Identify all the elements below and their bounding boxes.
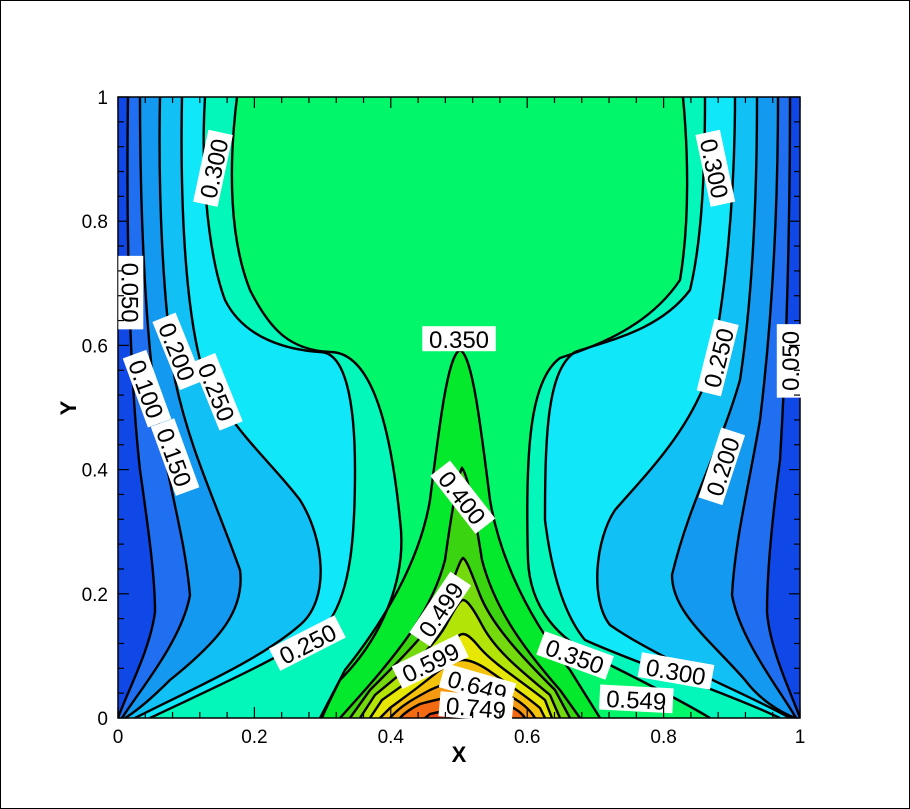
contour-label-bg <box>391 634 469 689</box>
contour-label-bg <box>776 324 802 398</box>
x-tick-label: 0.8 <box>650 727 676 748</box>
y-tick-label: 0.8 <box>82 212 108 233</box>
contour-label-text: 0.749 <box>445 693 507 725</box>
contour-label-text: 0.549 <box>606 686 667 716</box>
contour-label-bg <box>193 129 233 207</box>
contour-label: 0.350 <box>422 326 496 354</box>
contour-label-text: 0.350 <box>429 327 489 354</box>
contour-label-bg <box>422 326 496 352</box>
contour-label-bg <box>430 460 496 534</box>
contour-label: 0.749 <box>438 691 514 725</box>
x-tick-label: 0 <box>113 727 124 748</box>
x-tick-label: 0.4 <box>378 727 405 748</box>
contour-label-text: 0.050 <box>778 331 805 391</box>
x-axis-title: X <box>452 742 467 767</box>
contour-label-bg <box>695 129 736 207</box>
x-tick-label: 1 <box>795 727 806 748</box>
contour-label: 0.050 <box>115 255 144 330</box>
y-tick-label: 0.4 <box>82 461 109 482</box>
contour-label-bg <box>637 652 715 690</box>
contour-line-100-left <box>120 97 192 718</box>
contour-label-bg <box>122 349 172 428</box>
contour-label-bg <box>536 631 614 680</box>
contour-label: 0.549 <box>598 684 674 716</box>
contour-line-050-left <box>118 97 157 718</box>
contour-label-bg <box>152 312 204 391</box>
contour-line-100-right <box>730 97 798 718</box>
contour-label-bg <box>438 691 514 723</box>
contour-label-text: 0.050 <box>115 263 142 323</box>
axis-tick-labels: 0 0.2 0.4 0.6 0.8 1 0 0.2 0.4 0.6 0.8 1 <box>82 88 806 748</box>
contour-label-bg <box>150 418 200 496</box>
y-tick-label: 0 <box>97 709 108 730</box>
contour-line-200-left <box>134 97 322 718</box>
contour-line-150-left <box>124 97 242 718</box>
contour-label-bg <box>698 427 746 506</box>
y-tick-label: 1 <box>97 88 108 109</box>
contour-label-bg <box>118 255 144 330</box>
x-tick-label: 0.6 <box>514 727 540 748</box>
contour-label-bg <box>192 353 243 431</box>
contour-label-bg <box>268 615 346 671</box>
contour-line-050-right <box>765 97 800 718</box>
contour-label: 0.050 <box>776 324 805 398</box>
y-tick-label: 0.2 <box>82 585 108 606</box>
contour-label-bg <box>696 318 739 397</box>
contour-label-bg <box>409 571 472 647</box>
contour-line-150-right <box>670 97 796 718</box>
x-tick-label: 0.2 <box>241 727 267 748</box>
y-axis-title: Y <box>56 400 81 415</box>
contour-label-bg <box>598 684 674 714</box>
y-tick-label: 0.6 <box>82 336 108 357</box>
axis-ticks <box>117 96 801 719</box>
plot-area <box>117 96 801 719</box>
